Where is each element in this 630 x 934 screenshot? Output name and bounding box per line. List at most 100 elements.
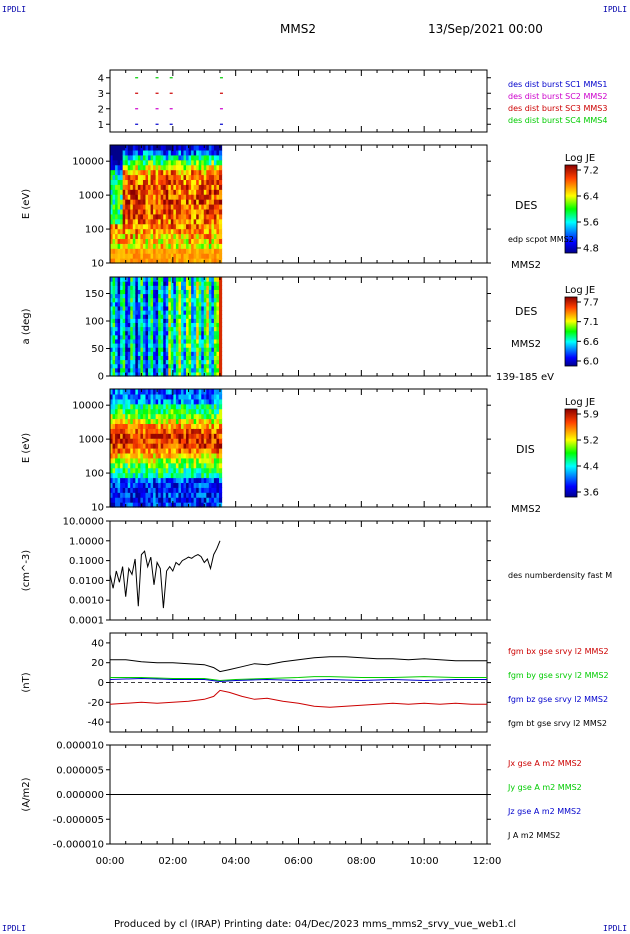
pitch-angle-panel-cell	[208, 310, 212, 315]
dis-energy-panel-cell	[218, 398, 223, 405]
des-energy-panel-cell	[130, 169, 134, 176]
dis-energy-panel-cell	[211, 433, 215, 439]
pitch-angle-panel-cell	[206, 310, 210, 315]
dis-energy-panel-cell	[196, 467, 200, 474]
pitch-angle-panel-cell	[160, 371, 164, 377]
des-energy-panel-cell	[188, 213, 192, 220]
pitch-angle-panel-cell	[155, 330, 159, 336]
des-energy-panel-cell	[112, 149, 116, 156]
pitch-angle-panel-cell	[163, 289, 167, 295]
pitch-angle-panel-cell	[155, 314, 159, 319]
dis-energy-panel-cell	[122, 398, 126, 405]
pitch-angle-panel-cell	[110, 371, 114, 377]
dis-energy-panel-cell	[158, 398, 162, 405]
pitch-angle-panel-cell	[132, 326, 136, 332]
des-energy-panel-cell	[127, 184, 131, 190]
des-energy-panel-cell	[196, 213, 200, 220]
dis-energy-panel-cell	[158, 443, 162, 449]
des-energy-panel-cell	[127, 189, 131, 195]
des-energy-panel-cell	[112, 208, 116, 215]
dis-energy-panel-cell	[112, 433, 116, 439]
dis-energy-panel-cell	[186, 423, 190, 429]
dis-energy-panel-cell	[180, 462, 185, 469]
dis-energy-panel-cell	[137, 497, 142, 503]
dis-energy-panel-cell	[145, 428, 149, 434]
dis-energy-panel-cell	[127, 477, 131, 484]
pitch-angle-panel-cell	[216, 347, 220, 352]
pitch-angle-panel-cell	[186, 318, 190, 323]
dis-energy-panel-cell	[168, 393, 172, 400]
dis-energy-panel-cell	[198, 398, 202, 405]
dis-energy-panel-cell	[216, 438, 220, 444]
des-energy-panel-cell	[180, 238, 185, 244]
des-energy-panel-cell	[125, 154, 129, 161]
dis-energy-panel-cell	[183, 413, 187, 420]
dis-energy-panel-cell	[127, 408, 131, 415]
pitch-angle-panel-cell	[122, 293, 126, 299]
des-energy-panel-cell	[216, 253, 220, 259]
pitch-angle-panel-cell	[168, 322, 172, 328]
des-energy-panel-cell	[115, 228, 119, 235]
pitch-angle-panel-cell	[170, 334, 174, 340]
des-energy-panel-cell	[186, 194, 190, 200]
dis-energy-panel-cell	[130, 457, 134, 464]
dis-energy-panel-cell	[140, 467, 144, 474]
dis-energy-panel-cell	[196, 492, 200, 498]
pitch-angle-panel-cell	[110, 363, 114, 369]
pitch-angle-panel-cell	[160, 318, 164, 323]
dis-energy-panel-cell	[150, 408, 154, 415]
pitch-angle-panel-cell	[132, 318, 136, 323]
dis-energy-panel-cell	[196, 423, 200, 429]
des-energy-panel-cell	[191, 199, 195, 205]
pitch-angle-panel-cell	[213, 343, 218, 348]
pitch-angle-panel-cell	[142, 305, 147, 311]
des-energy-panel-cell	[213, 174, 218, 181]
des-energy-panel-cell	[193, 208, 197, 215]
pitch-angle-panel-cell	[120, 314, 124, 319]
pitch-angle-panel-cell	[218, 338, 223, 344]
dis-energy-panel-cell	[191, 393, 195, 400]
des-energy-panel-cell	[191, 253, 195, 259]
pitch-angle-panel-cell	[175, 314, 180, 319]
dis-energy-panel-cell	[168, 467, 172, 474]
pitch-angle-panel-cell	[163, 318, 167, 323]
dis-energy-panel-cell	[127, 472, 131, 479]
dis-energy-panel-cell	[218, 487, 223, 493]
dis-energy-panel-cell	[213, 443, 218, 449]
density-panel-ytick-label: 1.0000	[69, 536, 104, 547]
dis-energy-panel-ytick-label: 10	[91, 503, 104, 514]
des-energy-panel-cell	[140, 194, 144, 200]
dis-energy-panel-cell	[125, 443, 129, 449]
dis-energy-panel-cell	[211, 452, 215, 459]
pitch-angle-panel-cell	[112, 330, 116, 336]
dis-energy-panel-cell	[132, 398, 136, 405]
pitch-angle-panel-cell	[160, 338, 164, 344]
pitch-angle-panel-cell	[196, 343, 200, 348]
dis-energy-panel-cell	[216, 408, 220, 415]
pitch-angle-panel-cell	[130, 305, 134, 311]
des-energy-panel-cell	[137, 248, 142, 254]
pitch-angle-panel-cell	[132, 343, 136, 348]
des-energy-panel-cell	[135, 223, 139, 230]
pitch-angle-panel-cell	[213, 363, 218, 369]
pitch-angle-panel-cell	[196, 293, 200, 299]
fgm-panel-legend-1: fgm bx gse srvy l2 MMS2	[508, 647, 609, 656]
dis-energy-panel-cell	[142, 472, 147, 479]
des-energy-panel-cell	[180, 223, 185, 230]
dis-energy-panel-cell	[125, 398, 129, 405]
dis-energy-panel-cell	[186, 492, 190, 498]
pitch-angle-panel-cell	[170, 355, 174, 361]
des-energy-panel-cell	[193, 248, 197, 254]
dis-energy-panel-cell	[145, 423, 149, 429]
dis-energy-panel-cell	[196, 438, 200, 444]
dis-energy-panel-cell	[122, 443, 126, 449]
pitch-angle-panel-cell	[180, 371, 185, 377]
current-panel-ytick-label: -0.000010	[53, 840, 104, 851]
pitch-angle-panel-cell	[163, 330, 167, 336]
pitch-angle-panel-cell	[130, 314, 134, 319]
pitch-angle-panel-cell	[203, 305, 207, 311]
des-energy-panel-cell	[122, 159, 126, 166]
pitch-angle-panel-cell	[173, 334, 177, 340]
des-energy-panel-cell	[165, 258, 169, 264]
des-energy-panel-cell	[175, 154, 180, 161]
